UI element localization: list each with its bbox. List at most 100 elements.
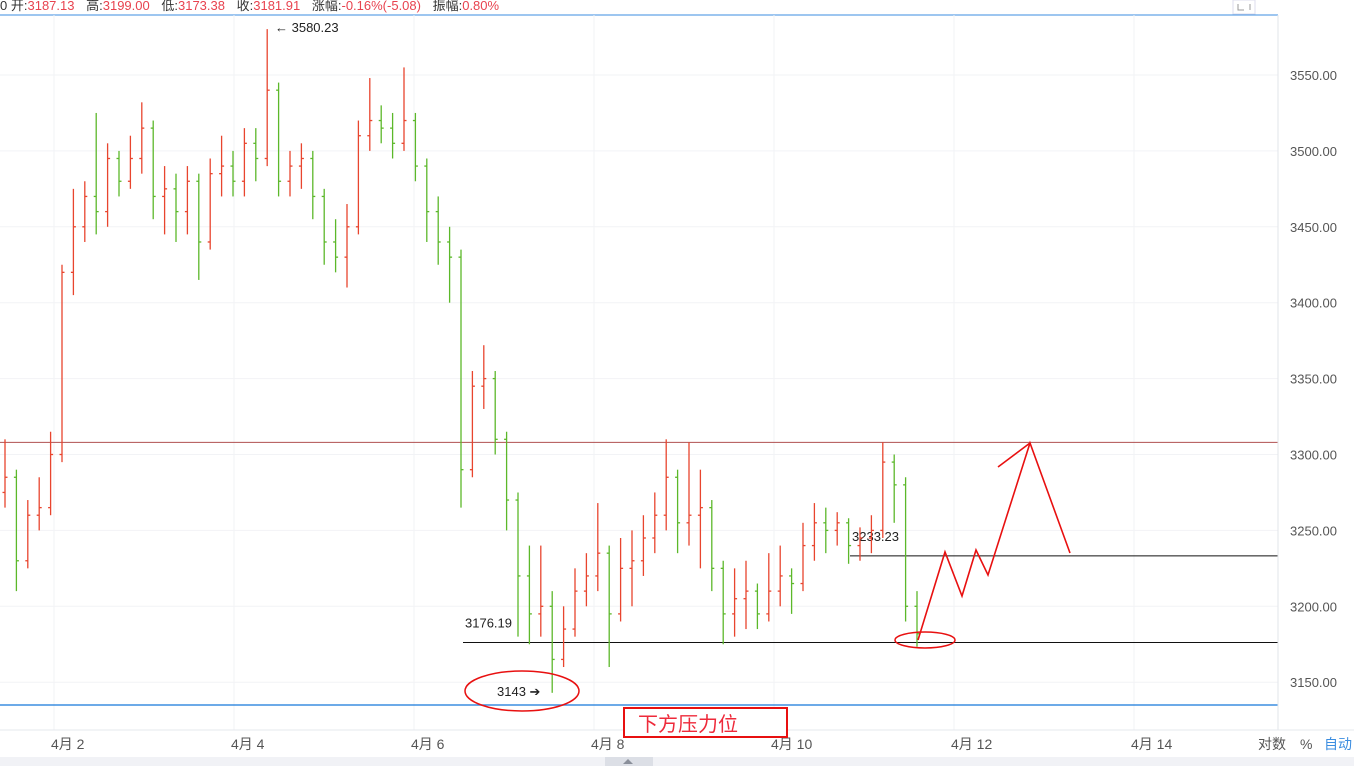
x-tick-label: 4月 6	[411, 736, 445, 752]
y-tick-label: 3350.00	[1290, 372, 1337, 387]
ohlc-bar	[344, 204, 350, 288]
ohlc-bar	[390, 112, 396, 159]
header-prefix: 0	[0, 0, 8, 13]
ohlc-bar	[93, 112, 99, 235]
ohlc-bar	[70, 188, 76, 296]
ohlc-bar	[287, 150, 293, 197]
ohlc-bar	[127, 135, 133, 189]
header-label: 开:	[10, 0, 28, 13]
ohlc-bar	[25, 500, 31, 569]
ohlc-bar	[492, 371, 498, 455]
y-axis[interactable]: 3150.00 3200.00 3250.00 3300.00 3350.00 3400.…	[1290, 68, 1337, 690]
level-label: 3176.19	[465, 615, 512, 630]
ohlc-bar	[321, 188, 327, 265]
ohlc-bar	[219, 135, 225, 197]
ohlc-bar	[378, 105, 384, 144]
ohlc-bar	[162, 166, 168, 235]
ohlc-bar	[253, 128, 259, 182]
ohlc-bar	[823, 507, 829, 554]
ohlc-bar	[424, 158, 430, 242]
ohlc-bar	[777, 545, 783, 607]
header-value: 0.80%	[462, 0, 500, 13]
header-value: 3181.91	[253, 0, 301, 13]
ohlc-bar	[891, 454, 897, 523]
ohlc-bar	[59, 264, 65, 463]
header-label: 高:	[86, 0, 103, 13]
high-label: ← 3580.23	[275, 20, 339, 35]
ohlc-bar	[629, 530, 635, 607]
y-tick-label: 3400.00	[1290, 296, 1337, 311]
x-tick-label: 4月 14	[1131, 736, 1172, 752]
x-tick-label: 4月 12	[951, 736, 992, 752]
ohlc-bar	[618, 537, 624, 622]
ohlc-bar	[754, 583, 760, 630]
ohlc-bar	[720, 560, 726, 645]
ohlc-bar	[196, 173, 202, 280]
y-tick-label: 3150.00	[1290, 675, 1337, 690]
ohlc-bar	[298, 143, 304, 189]
ohlc-bar	[184, 166, 190, 235]
ohlc-bar	[105, 143, 111, 227]
header-value: 3199.00	[102, 0, 150, 13]
ohlc-bar	[36, 477, 42, 531]
ohlc-bar	[640, 515, 646, 576]
level-label: 3233.23	[852, 529, 899, 544]
ohlc-bar	[709, 500, 715, 592]
ohlc-bar	[868, 515, 874, 554]
ohlc-bar	[561, 606, 567, 668]
scrollbar-track[interactable]	[0, 757, 1354, 766]
ohlc-bar	[538, 545, 544, 637]
y-tick-label: 3250.00	[1290, 523, 1337, 538]
ohlc-bar	[355, 120, 361, 235]
ohlc-bar	[789, 568, 795, 614]
ohlc-bar	[504, 431, 510, 531]
header-value: 3173.38	[177, 0, 225, 13]
x-axis[interactable]: 4月 2 4月 4 4月 6 4月 8 4月 10 4月 12 4月 14	[51, 736, 1172, 752]
ohlc-bar	[276, 82, 282, 197]
x-tick-label: 4月 4	[231, 736, 265, 752]
ohlc-bar	[458, 249, 464, 508]
percent-scale-toggle[interactable]: %	[1300, 736, 1312, 752]
y-tick-label: 3500.00	[1290, 144, 1337, 159]
y-tick-label: 3550.00	[1290, 68, 1337, 83]
header-label: 低:	[161, 0, 178, 13]
expand-icon[interactable]	[1232, 0, 1256, 15]
ohlc-bar	[310, 150, 316, 220]
ohlc-bar	[743, 560, 749, 630]
log-scale-toggle[interactable]: 对数	[1258, 736, 1286, 752]
ohlc-bar	[469, 371, 475, 478]
ohlc-bar	[526, 545, 532, 645]
ohlc-bar	[173, 173, 179, 242]
ohlc-bar	[82, 181, 88, 242]
ohlc-bar	[834, 512, 840, 546]
grid	[0, 15, 1278, 730]
header-label: 振幅:	[432, 0, 463, 13]
ohlc-bar	[481, 345, 487, 409]
ohlc-bar	[903, 477, 909, 622]
ohlc-bar	[811, 503, 817, 561]
ohlc-bar	[13, 469, 19, 592]
low-ellipse	[464, 670, 580, 712]
y-tick-label: 3300.00	[1290, 448, 1337, 463]
ohlc-bar	[663, 439, 669, 531]
ohlc-bars	[2, 29, 920, 693]
ohlc-bar	[367, 78, 373, 151]
ohlc-bar	[595, 503, 601, 592]
ohlc-bar	[241, 128, 247, 197]
x-tick-label: 4月 10	[771, 736, 812, 752]
ohlc-bar	[572, 568, 578, 637]
auto-scale-toggle[interactable]: 自动	[1324, 736, 1352, 752]
x-tick-label: 4月 8	[591, 736, 625, 752]
ohlc-bar	[401, 67, 407, 151]
ohlc-header: 0 开:3187.13 高:3199.00 低:3173.38 收:3181.9…	[0, 0, 507, 13]
ohlc-bar	[48, 431, 54, 516]
ohlc-bar	[2, 439, 8, 508]
ohlc-bar	[732, 568, 738, 637]
ohlc-bar	[435, 196, 441, 265]
ohlc-bar	[412, 112, 418, 182]
ohlc-bar	[333, 219, 339, 273]
ohlc-bar	[880, 442, 886, 538]
scroll-up-icon[interactable]	[623, 759, 633, 764]
ohlc-bar	[857, 527, 863, 561]
